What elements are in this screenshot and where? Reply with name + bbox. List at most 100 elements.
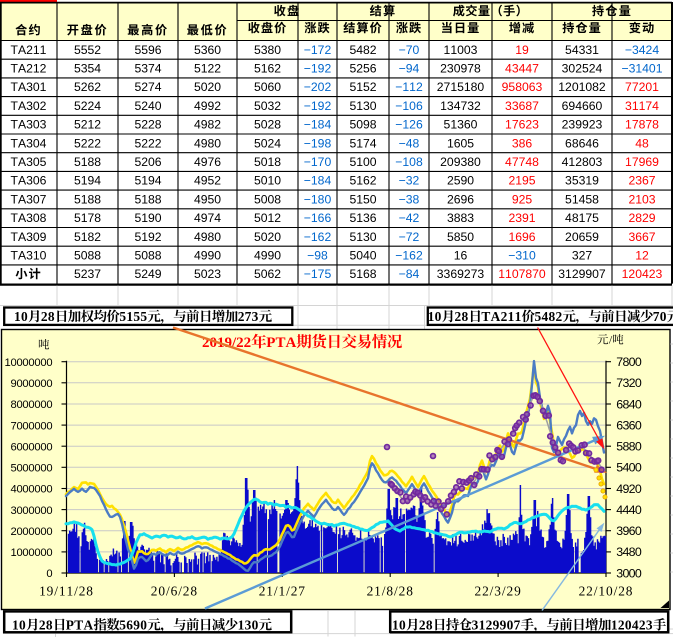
svg-text:−175: −175 [304,267,332,281]
svg-text:5152: 5152 [349,80,376,94]
svg-text:5032: 5032 [254,99,281,113]
svg-text:TA307: TA307 [11,192,47,206]
svg-text:5130: 5130 [349,99,376,113]
svg-text:5188: 5188 [134,192,161,206]
svg-text:28: 28 [39,617,53,632]
svg-text:5224: 5224 [74,99,101,113]
svg-text:5222: 5222 [74,136,101,150]
svg-text:1605: 1605 [447,136,474,150]
svg-text:28: 28 [455,309,469,324]
svg-text:68646: 68646 [565,136,599,150]
svg-text:54331: 54331 [565,43,599,57]
svg-text:33687: 33687 [505,99,539,113]
svg-text:3129907: 3129907 [558,267,606,281]
svg-text:5020: 5020 [194,80,221,94]
svg-text:4000000: 4000000 [10,484,52,496]
svg-text:0: 0 [46,568,52,580]
svg-text:5482: 5482 [349,43,376,57]
svg-text:5880: 5880 [616,440,642,454]
svg-text:10: 10 [428,309,442,324]
svg-text:5162: 5162 [254,62,281,76]
svg-text:5122: 5122 [194,62,221,76]
svg-text:5212: 5212 [74,118,101,132]
svg-text:386: 386 [512,136,533,150]
svg-text:PTA: PTA [266,335,296,351]
svg-text:51360: 51360 [444,118,478,132]
svg-text:TA303: TA303 [11,118,47,132]
svg-text:958063: 958063 [502,80,543,94]
svg-text:5155: 5155 [119,309,147,324]
svg-text:5008: 5008 [254,192,281,206]
svg-text:4990: 4990 [254,249,281,263]
svg-text:−32: −32 [399,174,420,188]
svg-text:1201082: 1201082 [558,80,606,94]
svg-text:−170: −170 [304,155,332,169]
svg-text:230978: 230978 [440,62,481,76]
svg-text:21/8/28: 21/8/28 [367,584,414,599]
svg-text:5162: 5162 [349,174,376,188]
svg-text:3960: 3960 [616,524,642,538]
svg-text:134732: 134732 [440,99,481,113]
svg-text:35319: 35319 [565,174,599,188]
svg-text:48: 48 [635,136,649,150]
svg-text:5088: 5088 [74,249,101,263]
svg-text:5237: 5237 [74,267,101,281]
svg-text:5000000: 5000000 [10,463,52,475]
svg-text:3000000: 3000000 [10,505,52,517]
svg-text:−106: −106 [395,99,423,113]
svg-text:5028: 5028 [254,118,281,132]
svg-text:5482: 5482 [535,309,563,324]
svg-text:−198: −198 [304,136,332,150]
svg-text:20659: 20659 [565,230,599,244]
svg-text:2829: 2829 [628,211,655,225]
svg-text:412803: 412803 [562,155,603,169]
svg-text:4976: 4976 [194,155,221,169]
svg-text:−42: −42 [399,211,420,225]
svg-text:5020: 5020 [254,230,281,244]
svg-text:2715180: 2715180 [437,80,485,94]
svg-text:4982: 4982 [194,118,221,132]
svg-text:5098: 5098 [349,118,376,132]
svg-text:2391: 2391 [508,211,535,225]
svg-text:5206: 5206 [134,155,161,169]
svg-text:5192: 5192 [134,230,161,244]
svg-text:10: 10 [12,617,26,632]
svg-text:TA308: TA308 [11,211,47,225]
svg-text:5010: 5010 [254,174,281,188]
svg-text:70: 70 [653,309,667,324]
svg-text:5130: 5130 [349,230,376,244]
svg-text:4440: 4440 [616,503,642,517]
svg-text:5024: 5024 [254,136,281,150]
svg-text:5240: 5240 [134,99,161,113]
svg-text:−180: −180 [304,192,332,206]
svg-text:11003: 11003 [444,43,478,57]
svg-text:−38: −38 [399,192,420,206]
svg-text:TA302: TA302 [11,99,47,113]
svg-text:21/1/27: 21/1/27 [259,584,306,599]
svg-text:3667: 3667 [628,230,655,244]
svg-text:TA211: TA211 [11,43,47,57]
svg-text:209380: 209380 [440,155,481,169]
svg-text:130: 130 [238,617,259,632]
svg-text:−202: −202 [304,80,332,94]
svg-text:TA310: TA310 [11,249,47,263]
svg-text:−126: −126 [395,118,423,132]
svg-text:22/10/28: 22/10/28 [579,584,634,599]
svg-text:4980: 4980 [194,136,221,150]
svg-text:5168: 5168 [349,267,376,281]
svg-text:2000000: 2000000 [10,526,52,538]
svg-text:−72: −72 [399,230,420,244]
svg-text:5596: 5596 [134,43,161,57]
svg-text:5256: 5256 [349,62,376,76]
svg-text:−84: −84 [399,267,420,281]
svg-text:5222: 5222 [134,136,161,150]
svg-text:TA305: TA305 [11,155,47,169]
svg-text:5228: 5228 [134,118,161,132]
svg-text:10: 10 [14,309,28,324]
svg-text:3480: 3480 [616,545,642,559]
svg-text:2019/22: 2019/22 [202,335,251,351]
svg-text:120423: 120423 [611,617,653,632]
svg-text:TA211: TA211 [481,309,521,324]
svg-text:1696: 1696 [508,230,535,244]
svg-text:302524: 302524 [562,62,603,76]
